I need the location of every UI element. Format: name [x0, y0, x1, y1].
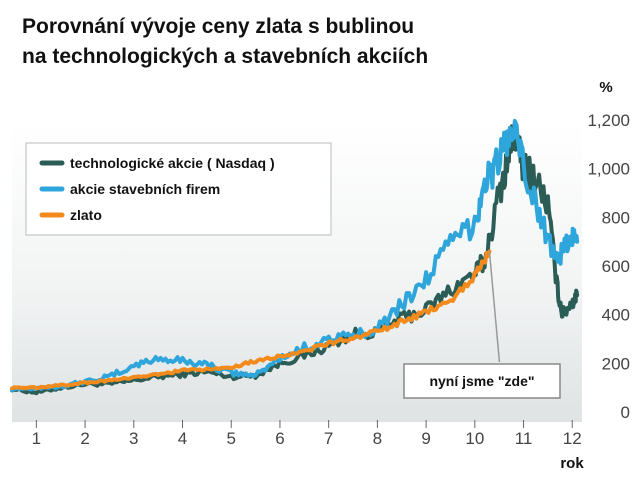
y-tick-label: 1,000 [587, 160, 630, 179]
annotation-box [403, 363, 561, 399]
x-tick-label: 8 [373, 429, 382, 448]
annotation-text: nyní jsme "zde" [429, 373, 534, 389]
chart-title: Porovnání vývoje ceny zlata s bublinou n… [22, 12, 582, 72]
title-line-2: na technologických a stavebních akciích [22, 45, 429, 68]
x-tick-label: 11 [515, 429, 533, 448]
x-tick-label: 12 [563, 429, 582, 448]
series-layer [10, 118, 580, 396]
x-tick-label: 1 [32, 429, 41, 448]
x-tick-label: 7 [324, 429, 333, 448]
x-tick-label: 2 [80, 429, 89, 448]
series-line-2 [10, 118, 580, 393]
y-tick-label: 1,200 [587, 111, 630, 130]
legend: technologické akcie ( Nasdaq ) akcie stav… [25, 142, 332, 236]
y-tick-label: 600 [602, 257, 630, 276]
x-axis-label: rok [560, 455, 584, 472]
y-tick-label: 200 [602, 354, 630, 373]
legend-box [25, 142, 332, 236]
x-axis: 1 2 3 4 5 6 7 8 9 10 11 12 [32, 420, 582, 448]
series-line-3 [10, 249, 492, 391]
legend-label: akcie stavebních firem [70, 181, 220, 197]
legend-label: technologické akcie ( Nasdaq ) [70, 155, 275, 171]
y-tick-label: 0 [621, 403, 630, 422]
legend-label: zlato [70, 207, 102, 223]
y-tick-label: 800 [602, 208, 630, 227]
x-tick-label: 10 [465, 429, 484, 448]
y-tick-label: 400 [602, 306, 630, 325]
title-line-1: Porovnání vývoje ceny zlata s bublinou [22, 15, 415, 38]
annotation: nyní jsme "zde" [403, 251, 561, 399]
y-axis: 0 200 400 600 800 1,000 1,200 [587, 111, 630, 422]
annotation-leader [488, 251, 501, 363]
y-axis-label: % [599, 79, 612, 96]
x-tick-label: 9 [421, 429, 430, 448]
x-tick-label: 6 [275, 429, 284, 448]
x-tick-label: 4 [178, 429, 187, 448]
x-tick-label: 5 [226, 429, 235, 448]
x-tick-label: 3 [129, 429, 138, 448]
